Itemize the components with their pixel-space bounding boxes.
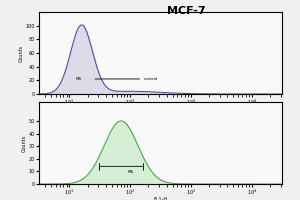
Text: MS: MS <box>128 170 134 174</box>
Text: MS: MS <box>76 77 82 81</box>
Y-axis label: Counts: Counts <box>19 44 24 62</box>
Text: control: control <box>144 77 158 81</box>
X-axis label: FL1-H: FL1-H <box>153 197 168 200</box>
Y-axis label: Counts: Counts <box>22 134 27 152</box>
Text: MCF-7: MCF-7 <box>167 6 205 16</box>
X-axis label: FL1-H: FL1-H <box>153 107 168 112</box>
